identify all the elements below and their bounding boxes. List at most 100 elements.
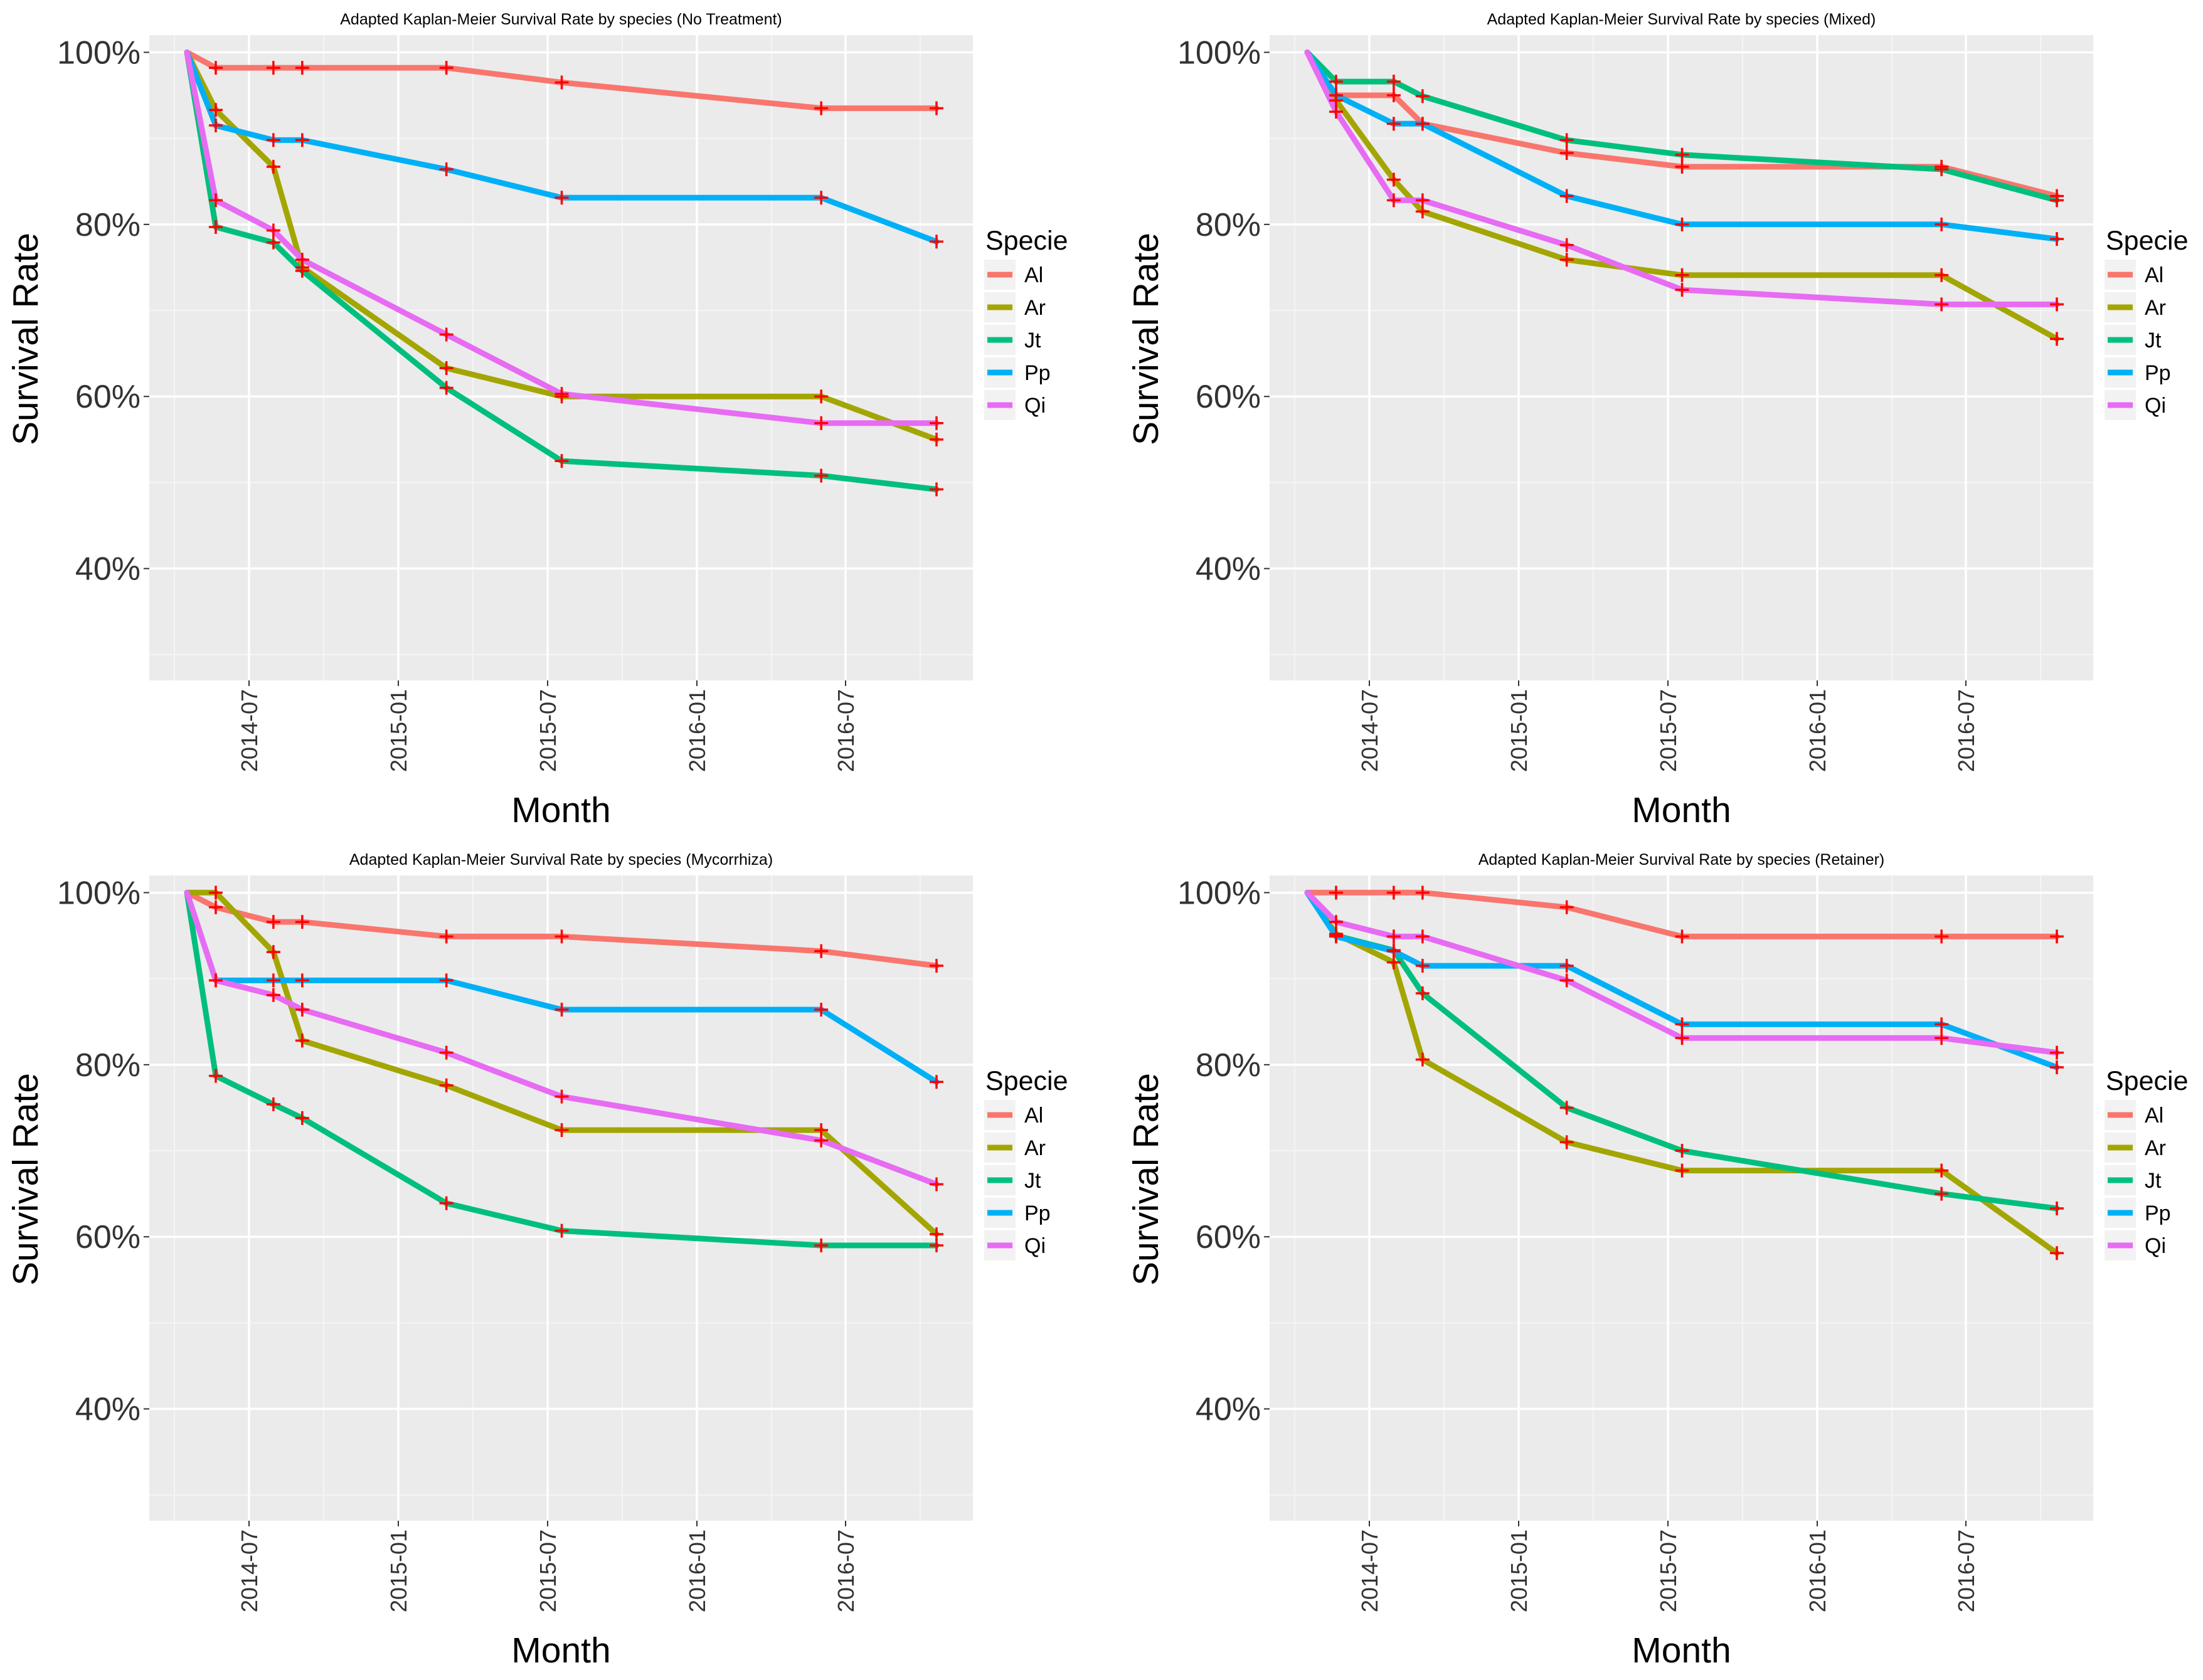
censor-marker-ar: [930, 432, 943, 446]
censor-marker-jt: [2050, 193, 2064, 208]
series-line-qi: [1304, 889, 2060, 1056]
censor-marker-ar: [208, 103, 223, 117]
x-tick-label: 2016-07: [1953, 1529, 1979, 1612]
censor-marker-al: [295, 61, 309, 75]
censor-marker-jt: [2050, 1201, 2064, 1215]
censor-marker-pp: [555, 191, 569, 205]
x-tick-label: 2014-07: [1357, 689, 1383, 772]
censor-marker-jt: [1935, 1186, 1949, 1201]
censor-marker-al: [266, 61, 280, 75]
censor-marker-jt: [266, 235, 280, 250]
x-tick-label: 2015-07: [535, 1529, 561, 1612]
series-line-jt: [184, 49, 940, 492]
x-tick-label: 2015-07: [1655, 1529, 1681, 1612]
legend-label-al: Al: [2145, 1104, 2163, 1128]
censor-marker-qi: [295, 1003, 309, 1017]
censor-marker-pp: [1386, 944, 1401, 958]
x-tick-label: 2015-01: [1506, 1529, 1532, 1612]
legend-label-al: Al: [2145, 263, 2163, 287]
censor-marker-pp: [1386, 117, 1401, 131]
y-tick-label: 100%: [1177, 34, 1261, 71]
censor-marker-pp: [295, 133, 309, 147]
censor-marker-jt: [814, 468, 829, 483]
censor-marker-pp: [2050, 1060, 2064, 1074]
x-tick-label: 2015-01: [1506, 689, 1532, 772]
legend-label-qi: Qi: [2145, 394, 2166, 418]
x-tick-label: 2015-07: [1655, 689, 1681, 772]
legend-title: Specie: [985, 1066, 1068, 1096]
legend-label-ar: Ar: [1024, 1136, 1046, 1160]
censor-marker-jt: [555, 1223, 569, 1238]
censor-marker-ar: [1935, 1163, 1949, 1178]
series-line-qi: [184, 49, 940, 426]
censor-marker-ar: [208, 885, 223, 900]
censor-marker-ar: [1415, 1052, 1430, 1067]
censor-marker-jt: [295, 1111, 309, 1125]
censor-marker-ar: [1935, 268, 1949, 282]
y-tick-label: 60%: [1196, 1219, 1261, 1255]
censor-marker-al: [814, 944, 829, 958]
censor-marker-qi: [439, 327, 454, 342]
legend-label-jt: Jt: [2145, 329, 2162, 352]
y-axis-title: Survival Rate: [1126, 1073, 1166, 1286]
censor-marker-qi: [814, 1133, 829, 1148]
y-tick-label: 100%: [1177, 875, 1261, 911]
legend-label-pp: Pp: [2145, 361, 2171, 385]
y-tick-label: 40%: [1196, 551, 1261, 588]
censor-marker-pp: [1559, 189, 1574, 203]
censor-marker-al: [1675, 159, 1689, 174]
censor-marker-qi: [1415, 929, 1430, 944]
censor-marker-qi: [1675, 283, 1689, 297]
y-tick-label: 80%: [1196, 1047, 1261, 1084]
censor-marker-ar: [266, 945, 280, 959]
censor-marker-pp: [439, 162, 454, 177]
censor-marker-pp: [930, 1075, 943, 1089]
censor-marker-qi: [1415, 193, 1430, 208]
censor-marker-qi: [1329, 105, 1343, 119]
censor-marker-ar: [1675, 268, 1689, 282]
x-tick-label: 2015-01: [386, 689, 411, 772]
censor-marker-al: [2050, 929, 2064, 944]
x-tick-label: 2015-01: [386, 1529, 411, 1612]
x-axis-title: Month: [511, 790, 610, 830]
censor-marker-pp: [1675, 1017, 1689, 1032]
legend-label-ar: Ar: [2145, 1136, 2166, 1160]
chart-title: Adapted Kaplan-Meier Survival Rate by sp…: [340, 11, 782, 28]
censor-marker-pp: [266, 133, 280, 147]
legend-title: Specie: [2106, 1066, 2188, 1096]
censor-marker-al: [1935, 929, 1949, 944]
censor-marker-qi: [439, 1045, 454, 1060]
series-line-ar: [184, 889, 940, 1237]
censor-marker-pp: [814, 1003, 829, 1017]
censor-marker-al: [208, 61, 223, 75]
censor-marker-al: [555, 929, 569, 944]
chart-title: Adapted Kaplan-Meier Survival Rate by sp…: [1478, 851, 1885, 869]
chart-panel-4: Adapted Kaplan-Meier Survival Rate by sp…: [1126, 851, 2188, 1671]
censor-marker-pp: [295, 973, 309, 988]
censor-marker-ar: [2050, 332, 2064, 346]
censor-marker-qi: [1935, 297, 1949, 312]
censor-marker-jt: [439, 1196, 454, 1210]
censor-marker-ar: [1675, 1163, 1689, 1178]
series-line-al: [184, 49, 940, 112]
censor-marker-jt: [1415, 89, 1430, 103]
x-tick-label: 2016-01: [684, 689, 710, 772]
censor-marker-qi: [1329, 915, 1343, 929]
legend-label-pp: Pp: [1024, 1202, 1051, 1225]
censor-marker-pp: [555, 1003, 569, 1017]
legend-label-qi: Qi: [1024, 1234, 1046, 1258]
chart-panel-2: Adapted Kaplan-Meier Survival Rate by sp…: [1126, 11, 2188, 830]
series-line-jt: [184, 889, 940, 1249]
legend-label-pp: Pp: [2145, 1202, 2171, 1225]
plot-background: [1270, 35, 2093, 680]
censor-marker-al: [1415, 885, 1430, 900]
x-tick-label: 2016-01: [1805, 1529, 1830, 1612]
censor-marker-jt: [555, 454, 569, 468]
censor-marker-ar: [555, 1123, 569, 1138]
censor-marker-qi: [1935, 1031, 1949, 1045]
legend-title: Specie: [985, 226, 1068, 256]
censor-marker-jt: [208, 1069, 223, 1083]
y-tick-label: 60%: [75, 1219, 141, 1255]
legend-title: Specie: [2106, 226, 2188, 256]
